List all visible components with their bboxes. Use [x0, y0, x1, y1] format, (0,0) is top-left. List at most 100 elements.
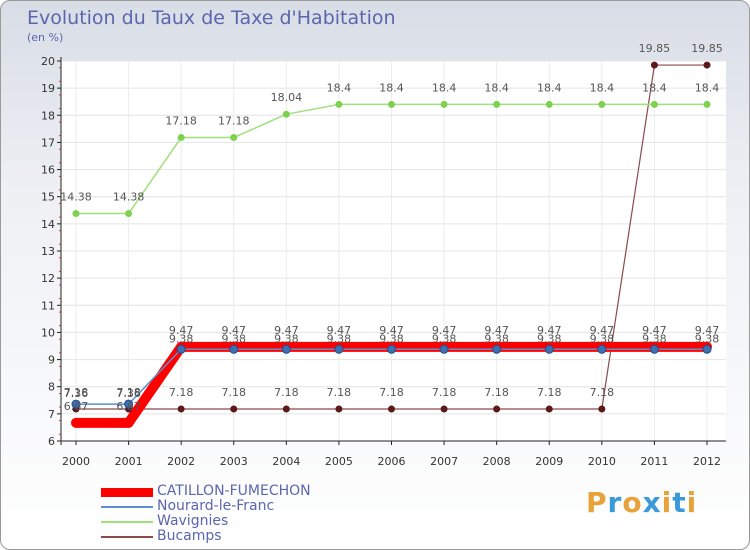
y-tick-label: 10: [41, 326, 55, 339]
data-label: 9.47: [484, 324, 509, 337]
data-label: 9.47: [432, 324, 457, 337]
y-tick-label: 14: [41, 218, 55, 231]
data-point: [703, 100, 711, 108]
data-point: [598, 405, 606, 413]
data-label: 17.18: [218, 115, 250, 128]
brand-letter: i: [686, 486, 698, 519]
data-point: [230, 134, 238, 142]
y-tick-label: 15: [41, 191, 55, 204]
legend-label: Nourard-le-Franc: [157, 498, 275, 514]
data-label: 9.38: [695, 332, 720, 345]
data-label: 7.36: [64, 387, 89, 400]
data-label: 18.4: [379, 81, 404, 94]
data-point: [388, 100, 395, 108]
y-tick-label: 18: [41, 109, 55, 122]
data-point: [71, 417, 81, 428]
data-label: 9.47: [379, 324, 404, 337]
legend-swatch: [101, 521, 153, 523]
data-point: [335, 100, 343, 108]
data-label: 9.38: [327, 332, 352, 345]
y-tick-label: 7: [48, 408, 55, 421]
data-point: [72, 210, 80, 218]
data-label: 14.38: [60, 191, 92, 204]
data-label: 18.4: [537, 81, 562, 94]
data-label: 6.67: [116, 400, 141, 413]
data-label: 9.38: [379, 332, 404, 345]
x-tick-label: 2010: [588, 455, 616, 468]
brand-letter: i: [661, 486, 673, 519]
data-label: 18.4: [327, 81, 352, 94]
y-tick-label: 16: [41, 164, 55, 177]
data-label: 18.4: [590, 81, 615, 94]
y-tick-label: 11: [41, 299, 55, 312]
data-label: 7.18: [484, 386, 509, 399]
y-axis-unit-label: (en %): [27, 31, 64, 44]
x-tick-label: 2004: [272, 455, 300, 468]
data-label: 9.38: [590, 332, 615, 345]
data-label: 9.47: [537, 324, 562, 337]
brand-letter: r: [607, 486, 623, 519]
data-label: 7.18: [590, 386, 615, 399]
data-label: 9.47: [327, 324, 352, 337]
data-point: [124, 399, 134, 409]
data-point: [282, 405, 290, 413]
y-tick-label: 19: [41, 82, 55, 95]
x-tick-label: 2000: [62, 455, 90, 468]
data-point: [545, 405, 553, 413]
data-point: [123, 417, 134, 428]
data-point: [387, 344, 396, 354]
data-point: [544, 344, 554, 354]
data-label: 17.18: [165, 115, 197, 128]
data-point: [493, 405, 501, 413]
data-point: [703, 61, 711, 69]
x-tick-label: 2006: [378, 455, 406, 468]
y-tick-label: 20: [41, 55, 55, 68]
data-point: [650, 61, 658, 69]
data-label: 7.18: [64, 386, 89, 399]
data-label: 9.38: [432, 332, 457, 345]
legend-label: Bucamps: [157, 528, 222, 544]
y-tick-label: 9: [48, 354, 55, 367]
data-point: [649, 344, 659, 354]
data-label: 14.38: [113, 191, 145, 204]
y-tick-label: 17: [41, 136, 55, 149]
x-tick-label: 2005: [325, 455, 353, 468]
data-label: 9.38: [484, 332, 509, 345]
data-label: 7.18: [379, 386, 404, 399]
x-tick-label: 2002: [167, 455, 195, 468]
x-tick-label: 2007: [430, 455, 458, 468]
data-point: [125, 210, 133, 218]
brand-letter: x: [642, 486, 662, 519]
data-label: 9.47: [642, 324, 667, 337]
data-label: 18.4: [432, 81, 457, 94]
data-label: 7.18: [116, 386, 141, 399]
data-point: [388, 405, 395, 413]
data-label: 9.38: [642, 332, 667, 345]
legend-label: CATILLON-FUMECHON: [157, 483, 311, 499]
data-label: 18.4: [484, 81, 509, 94]
data-point: [440, 100, 448, 108]
data-point: [440, 405, 448, 413]
data-label: 7.18: [169, 386, 194, 399]
data-point: [598, 100, 606, 108]
data-label: 9.38: [537, 332, 562, 345]
data-point: [281, 344, 291, 354]
data-label: 9.38: [274, 332, 299, 345]
data-point: [545, 100, 553, 108]
data-label: 9.47: [590, 324, 615, 337]
data-label: 18.4: [642, 81, 667, 94]
data-point: [71, 399, 81, 409]
data-label: 19.85: [691, 42, 723, 55]
data-point: [597, 344, 607, 354]
data-point: [493, 100, 501, 108]
data-label: 7.18: [327, 386, 352, 399]
data-label: 6.67: [64, 400, 89, 413]
brand-letter: P: [586, 486, 608, 519]
y-tick-label: 12: [41, 272, 55, 285]
data-point: [282, 110, 290, 118]
data-label: 9.47: [695, 324, 720, 337]
data-point: [334, 344, 344, 354]
data-point: [177, 405, 185, 413]
data-label: 18.04: [271, 91, 303, 104]
